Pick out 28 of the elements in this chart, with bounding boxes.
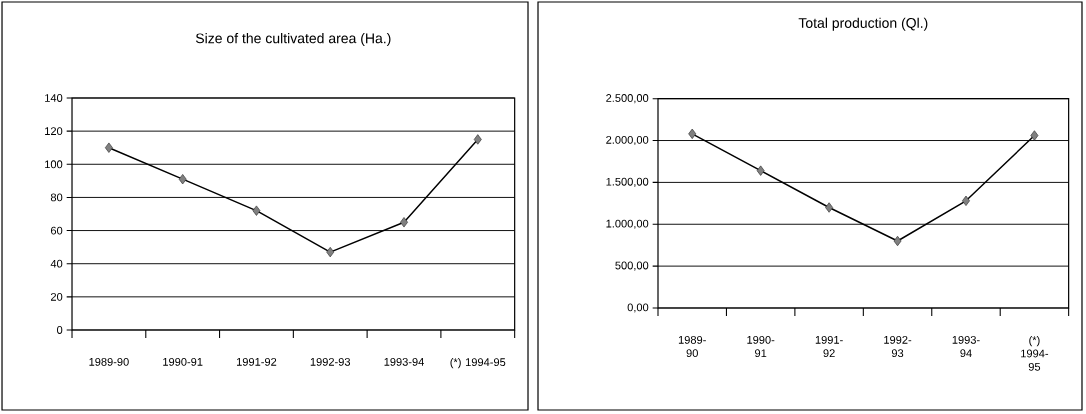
- y-tick-label: 120: [45, 127, 63, 136]
- x-tick-label: (*) 1994-95: [1021, 335, 1049, 371]
- x-tick-label: 1990-91: [163, 357, 203, 366]
- chart-title: Size of the cultivated area (Ha.): [195, 33, 391, 47]
- x-tick-label: 1993-94: [952, 335, 980, 358]
- y-tick-label: 2.500,00: [606, 94, 649, 104]
- x-tick-label: 1991-92: [236, 357, 277, 366]
- x-tick-label: 1989-90: [678, 335, 706, 358]
- x-tick-label: 1991-92: [815, 335, 843, 358]
- y-tick-label: 60: [50, 226, 63, 235]
- y-tick-label: 0,00: [627, 303, 649, 313]
- chart-title: Total production (Ql.): [798, 17, 928, 31]
- x-tick-label: 1990-91: [747, 335, 775, 358]
- y-tick-label: 20: [50, 292, 63, 301]
- y-tick-label: 500,00: [615, 261, 649, 271]
- y-tick-label: 140: [45, 94, 63, 102]
- x-tick-label: 1989-90: [89, 357, 129, 366]
- y-tick-label: 1.000,00: [606, 219, 649, 229]
- y-tick-label: 0: [57, 326, 63, 334]
- y-tick-label: 100: [45, 160, 63, 169]
- x-tick-label: 1992-93: [310, 357, 351, 366]
- x-tick-label: 1992-93: [884, 335, 912, 358]
- y-tick-label: 1.500,00: [606, 177, 649, 187]
- x-tick-label: 1993-94: [384, 357, 424, 366]
- x-tick-label: (*) 1994-95: [450, 357, 506, 369]
- y-tick-label: 40: [50, 259, 63, 268]
- y-tick-label: 80: [50, 193, 63, 202]
- y-tick-label: 2.000,00: [606, 135, 649, 146]
